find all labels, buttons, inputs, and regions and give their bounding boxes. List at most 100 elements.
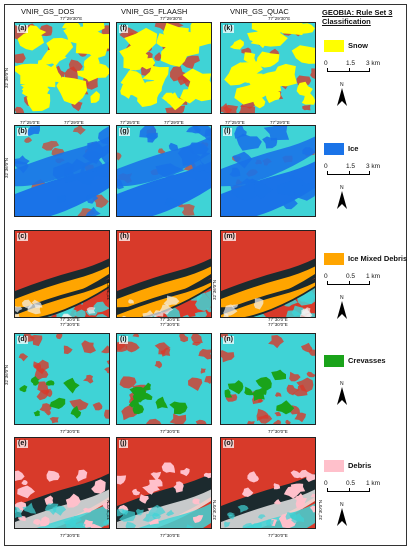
coord-label: 77°25'0"E: [120, 120, 140, 125]
map-panel: (h): [116, 230, 212, 318]
scale-bar-label: 0.5: [346, 480, 356, 487]
coord-label: 77°30'0"E: [60, 322, 80, 327]
column-header-quac: VNIR_GS_QUAC: [230, 7, 289, 16]
panel-letter: (f): [119, 25, 128, 33]
legend-label: Snow: [348, 41, 368, 50]
coord-label: 32°30'0"N: [106, 499, 111, 520]
legend-swatch: [324, 253, 344, 265]
classified-map-image: [117, 438, 211, 528]
classified-map-image: [15, 126, 109, 216]
figure-frame: [4, 4, 407, 546]
classified-map-image: [221, 23, 315, 113]
classified-map-image: [117, 231, 211, 317]
panel-letter: (c): [17, 233, 28, 241]
classified-map-image: [221, 126, 315, 216]
legend-label: Crevasses: [348, 356, 386, 365]
scale-bar-label: 0.5: [346, 273, 356, 280]
coord-label: 77°25'0"E: [20, 120, 40, 125]
coord-label: 77°29'30"E: [268, 16, 291, 21]
map-panel: (d): [14, 333, 110, 425]
coord-label: 77°30'0"E: [60, 429, 80, 434]
classified-map-image: [15, 334, 109, 424]
legend-swatch: [324, 460, 344, 472]
column-header-flaash: VNIR_GS_FLAASH: [121, 7, 188, 16]
classified-map-image: [15, 23, 109, 113]
map-panel: (g): [116, 125, 212, 217]
map-panel: (l): [220, 125, 316, 217]
panel-letter: (h): [119, 233, 130, 241]
classified-map-image: [117, 126, 211, 216]
scale-bar-label: 0: [324, 273, 328, 280]
coord-label: 77°30'0"E: [160, 322, 180, 327]
legend-label: Debris: [348, 461, 372, 470]
classified-map-image: [221, 231, 315, 317]
panel-letter: (m): [223, 233, 236, 241]
coord-label: 32°36'0"N: [4, 364, 9, 385]
coord-label: 77°29'30"E: [60, 16, 83, 21]
coord-label: 32°36'0"N: [106, 279, 111, 300]
classified-map-image: [15, 438, 109, 528]
classified-map-image: [117, 334, 211, 424]
legend-swatch: [324, 40, 344, 52]
legend-swatch: [324, 355, 344, 367]
panel-letter: (g): [119, 128, 130, 136]
scale-bar-label: 1 km: [366, 273, 381, 280]
scale-bar-label: 1.5: [346, 60, 356, 67]
panel-letter: (o): [223, 440, 234, 448]
coord-label: 77°29'0"E: [270, 120, 290, 125]
map-panel: (n): [220, 333, 316, 425]
coord-label: 77°30'0"E: [60, 317, 80, 322]
classified-map-image: [117, 23, 211, 113]
coord-label: 77°30'0"E: [268, 322, 288, 327]
panel-letter: (n): [223, 336, 234, 344]
map-panel: (j): [116, 437, 212, 529]
coord-label: 77°30'0"E: [60, 533, 80, 538]
coord-label: 77°30'0"E: [160, 429, 180, 434]
map-panel: (e): [14, 437, 110, 529]
coord-label: 32°36'0"N: [4, 67, 9, 88]
map-panel: (m): [220, 230, 316, 318]
coord-label: 32°36'0"N: [4, 157, 9, 178]
coord-label: 32°30'0"N: [212, 499, 217, 520]
map-panel: (i): [116, 333, 212, 425]
panel-letter: (l): [223, 128, 232, 136]
scale-bar-label: 3 km: [366, 60, 381, 67]
panel-letter: (e): [17, 440, 28, 448]
scale-bar-label: 3 km: [366, 163, 381, 170]
panel-letter: (i): [119, 336, 128, 344]
map-panel: (b): [14, 125, 110, 217]
panel-letter: (j): [119, 440, 128, 448]
map-panel: (c): [14, 230, 110, 318]
legend-swatch: [324, 143, 344, 155]
scale-bar-label: 0: [324, 480, 328, 487]
scale-bar-label: 0: [324, 163, 328, 170]
coord-label: 77°29'30"E: [160, 16, 183, 21]
scale-bar-label: 1.5: [346, 163, 356, 170]
coord-label: 32°36'0"N: [212, 279, 217, 300]
scale-bar-label: 0: [324, 60, 328, 67]
legend-label: Ice: [348, 144, 359, 153]
coord-label: 77°29'0"E: [164, 120, 184, 125]
panel-letter: (a): [17, 25, 28, 33]
coord-label: 77°25'0"E: [225, 120, 245, 125]
coord-label: 32°30'0"N: [318, 499, 323, 520]
coord-label: 77°30'0"E: [160, 533, 180, 538]
legend-title: GEOBIA: Rule Set 3 Classification: [322, 8, 393, 26]
map-panel: (f): [116, 22, 212, 114]
classified-map-image: [221, 438, 315, 528]
map-panel: (a): [14, 22, 110, 114]
panel-letter: (b): [17, 128, 28, 136]
scale-bar-label: 1 km: [366, 480, 381, 487]
coord-label: 77°30'0"E: [268, 429, 288, 434]
coord-label: 77°30'0"E: [268, 533, 288, 538]
panel-letter: (d): [17, 336, 28, 344]
column-header-dos: VNIR_GS_DOS: [21, 7, 75, 16]
coord-label: 77°29'0"E: [64, 120, 84, 125]
classified-map-image: [15, 231, 109, 317]
legend-label: Ice Mixed Debris: [348, 254, 408, 263]
panel-letter: (k): [223, 25, 234, 33]
coord-label: 77°30'0"E: [268, 317, 288, 322]
classified-map-image: [221, 334, 315, 424]
map-panel: (k): [220, 22, 316, 114]
map-panel: (o): [220, 437, 316, 529]
